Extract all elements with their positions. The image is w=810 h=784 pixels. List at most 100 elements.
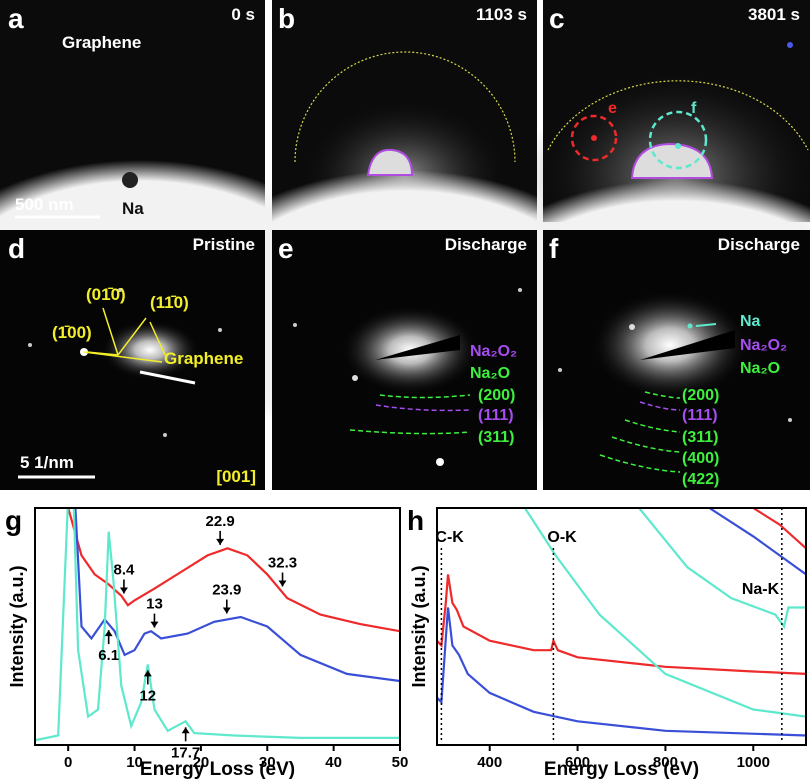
x-tick-label: 20 [193, 754, 210, 771]
spot [293, 323, 297, 327]
na-particle [122, 172, 138, 188]
zone-axis: [001] [216, 467, 256, 486]
spot [687, 323, 693, 329]
index: (311) [682, 429, 718, 446]
peak-label: 13 [146, 596, 163, 613]
label: Graphene [164, 349, 243, 368]
condition: Pristine [193, 235, 255, 254]
peak-label: 22.9 [206, 513, 235, 530]
vectors [83, 307, 166, 363]
time: 0 s [231, 5, 255, 24]
index: (400) [682, 450, 719, 467]
line [74, 508, 400, 683]
plot [35, 508, 400, 742]
time: 1103 s [476, 5, 527, 24]
arc [294, 51, 516, 163]
spot [163, 433, 167, 437]
line [708, 508, 806, 576]
spot [218, 328, 222, 332]
x-tick-label: 10 [126, 754, 143, 771]
diffraction-center [590, 290, 750, 400]
ring [639, 401, 681, 411]
panel-f: f Discharge Na Na₂O₂ Na₂O (200) (111) (3… [543, 230, 810, 490]
x-tick-label: 0 [64, 754, 72, 771]
phase: Na₂O [470, 365, 510, 382]
chart: g 0 10 20 30 40 50 Energy Loss (eV) Intensity (a… [5, 505, 409, 780]
arrow-head [216, 538, 225, 545]
phase: Na₂O₂ [740, 337, 787, 354]
panel-label: b [278, 3, 295, 34]
x-tick-label: 400 [477, 754, 502, 771]
spot [558, 368, 562, 372]
arrow-head [150, 621, 159, 628]
index: (1̄00) [52, 323, 92, 342]
spot [436, 458, 444, 466]
line [437, 574, 806, 675]
x-axis-label: Energy Loss (eV) [140, 759, 295, 779]
y-axis-label: Intensity (a.u.) [7, 565, 27, 687]
index: (422) [682, 471, 719, 488]
plot [437, 508, 806, 737]
arrow-head [278, 580, 287, 587]
x-axis-label: Energy Loss (eV) [544, 759, 699, 779]
label: Na [122, 199, 144, 218]
index: (111) [682, 407, 718, 424]
spot [518, 288, 522, 292]
point [675, 143, 681, 149]
panel-label: a [8, 3, 24, 34]
line [35, 508, 400, 742]
panel-label: d [8, 233, 25, 264]
x-tick-label: 800 [653, 754, 678, 771]
line [523, 508, 806, 718]
index: (311) [478, 429, 514, 446]
x-tick-label: 1000 [737, 754, 770, 771]
panel-label: f [549, 233, 559, 264]
phase: Na₂O [740, 360, 780, 377]
spot [788, 418, 792, 422]
spot [629, 324, 635, 330]
frame [34, 507, 401, 746]
ring [349, 429, 471, 435]
panel-e: e Discharge Na₂O₂ Na₂O (200) (111) (311) [272, 230, 537, 490]
peak-label: 12 [139, 687, 156, 704]
label: Graphene [62, 33, 141, 52]
index: (01̄0) [86, 285, 126, 304]
region-e [570, 114, 618, 162]
x-tick-label: 50 [392, 754, 409, 771]
arrow [695, 323, 717, 327]
index: (200) [682, 387, 719, 404]
peak-label: 32.3 [268, 555, 297, 572]
index: (111) [478, 407, 514, 424]
region-f [648, 110, 708, 170]
point [591, 135, 597, 141]
time: 3801 s [748, 5, 800, 24]
beam-stop [640, 330, 735, 360]
peak-label: 17.7 [171, 744, 200, 761]
x-tick-label: 30 [259, 754, 276, 771]
peak-label: 6.1 [98, 647, 119, 664]
scale-label: 5 1/nm [20, 453, 74, 472]
x-tick-label: 600 [565, 754, 590, 771]
arrow-head [181, 727, 190, 734]
beam-stop [139, 370, 196, 385]
line [752, 508, 806, 550]
ring [379, 394, 471, 399]
product [366, 148, 414, 176]
index: (11̄0) [150, 293, 189, 312]
edge-label: Na-K [742, 581, 780, 598]
condition: Discharge [445, 235, 527, 254]
phase: Na [740, 313, 761, 330]
x-tick-label: 40 [325, 754, 342, 771]
y-axis-label: Intensity (a.u.) [409, 565, 429, 687]
arc [547, 80, 809, 151]
condition: Discharge [718, 235, 800, 254]
scale-label: 500 nm [15, 195, 74, 214]
peak-label: 23.9 [212, 582, 241, 599]
point [787, 42, 793, 48]
ring [375, 404, 471, 412]
spot [118, 288, 122, 292]
panel-label: e [278, 233, 294, 264]
arrow-head [222, 607, 231, 614]
beam-stop [375, 335, 460, 360]
